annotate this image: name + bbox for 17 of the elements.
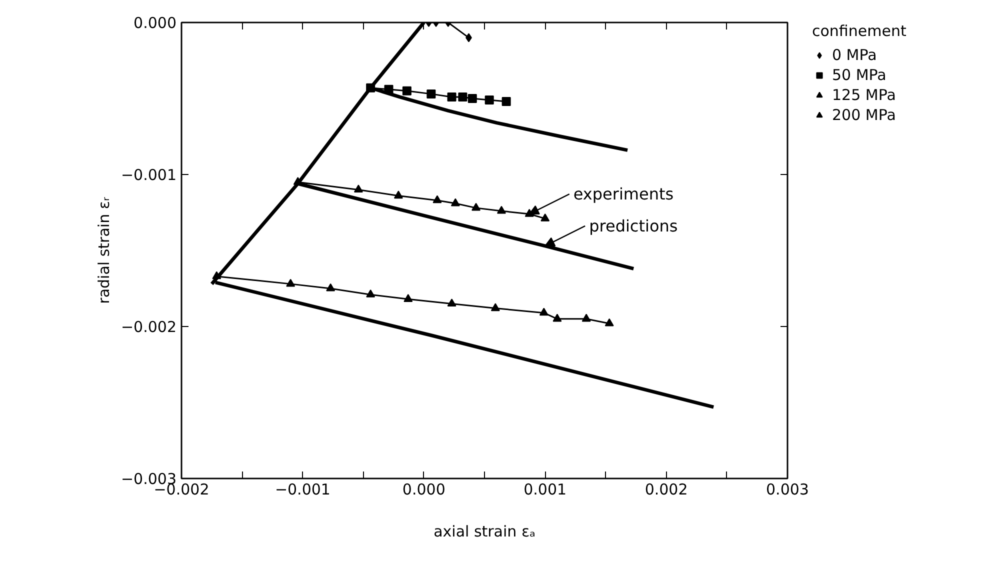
x-tick-label: −0.001: [274, 480, 330, 498]
y-tick-label: 0.000: [134, 14, 177, 32]
annotation: predictions: [589, 216, 678, 236]
legend-label: 50 MPa: [832, 66, 886, 84]
y-tick-label: −0.001: [120, 166, 177, 184]
y-tick-label: −0.002: [120, 318, 177, 336]
legend-label: 125 MPa: [832, 86, 896, 104]
x-tick-label: 0.003: [766, 480, 809, 498]
legend-title: confinement: [812, 22, 906, 40]
x-tick-label: 0.002: [644, 480, 688, 498]
annotation: experiments: [573, 184, 674, 204]
x-tick-label: 0.001: [524, 480, 567, 498]
y-axis-title: radial strain εᵣ: [94, 197, 113, 304]
legend-label: 0 MPa: [832, 46, 877, 64]
legend-label: 200 MPa: [832, 106, 896, 124]
x-tick-label: 0.000: [402, 480, 446, 498]
x-axis-title: axial strain εₐ: [434, 522, 536, 540]
